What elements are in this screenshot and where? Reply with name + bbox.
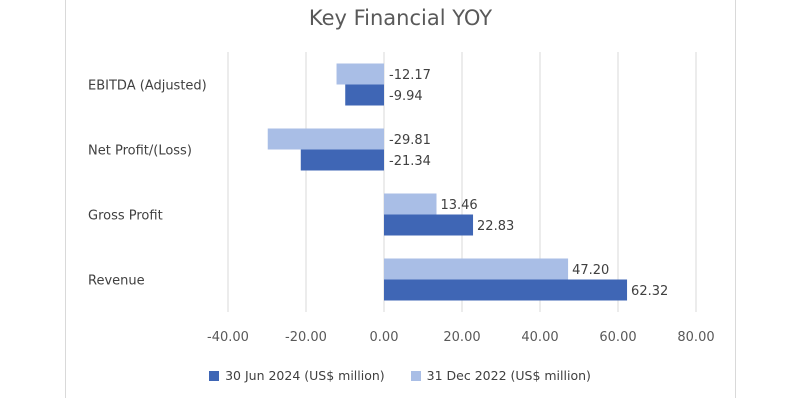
category-label: Gross Profit	[88, 209, 163, 224]
bar-ebitda-adjusted-2022	[336, 63, 384, 85]
x-tick-label: 80.00	[677, 330, 714, 345]
data-label: -9.94	[389, 89, 423, 104]
bar-gross-profit-2022	[384, 193, 437, 215]
data-label: -29.81	[389, 133, 431, 148]
x-tick-label: 20.00	[443, 330, 480, 345]
chart-title: Key Financial YOY	[308, 6, 493, 30]
legend-label-2024: 30 Jun 2024 (US$ million)	[225, 368, 385, 383]
legend: 30 Jun 2024 (US$ million) 31 Dec 2022 (U…	[0, 368, 800, 383]
data-label: 47.20	[572, 263, 609, 278]
legend-item-2022: 31 Dec 2022 (US$ million)	[410, 368, 591, 383]
bar-net-profit-loss-2024	[300, 149, 384, 171]
bar-net-profit-loss-2022	[267, 128, 384, 150]
x-tick-label: 0.00	[370, 330, 399, 345]
x-tick-label: -40.00	[207, 330, 249, 345]
legend-label-2022: 31 Dec 2022 (US$ million)	[426, 368, 591, 383]
data-label: 22.83	[477, 219, 514, 234]
data-label: -12.17	[389, 68, 431, 83]
data-label: 13.46	[440, 198, 477, 213]
category-label: Net Profit/(Loss)	[88, 144, 192, 159]
bar-revenue-2024	[384, 279, 628, 301]
legend-swatch-2022	[410, 370, 421, 381]
x-tick-label: 40.00	[521, 330, 558, 345]
category-label: EBITDA (Adjusted)	[88, 79, 207, 94]
x-tick-label: 60.00	[599, 330, 636, 345]
x-tick-label: -20.00	[285, 330, 327, 345]
chart-frame	[65, 0, 736, 398]
legend-swatch-2024	[209, 370, 220, 381]
bar-ebitda-adjusted-2024	[345, 84, 384, 106]
data-label: -21.34	[389, 154, 431, 169]
data-label: 62.32	[631, 284, 668, 299]
category-label: Revenue	[88, 274, 145, 289]
bar-gross-profit-2024	[384, 214, 474, 236]
bar-revenue-2022	[384, 258, 569, 280]
legend-item-2024: 30 Jun 2024 (US$ million)	[209, 368, 385, 383]
